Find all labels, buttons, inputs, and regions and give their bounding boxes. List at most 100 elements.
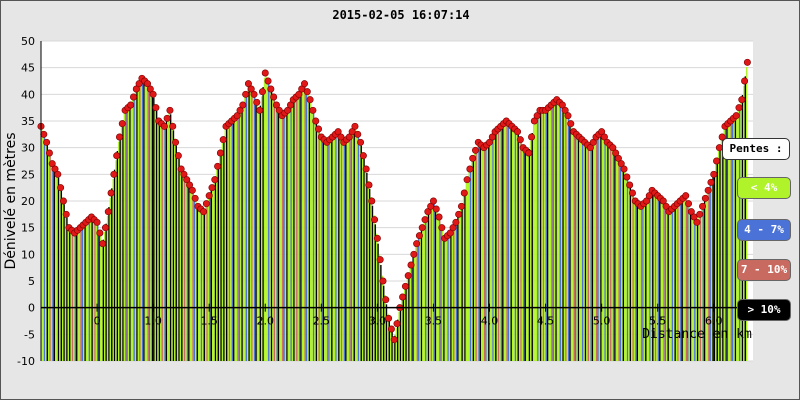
elevation-bar [147,85,149,361]
elevation-bar [502,124,504,361]
profile-marker [146,85,154,93]
elevation-bar [185,178,187,361]
profile-marker [385,314,393,322]
elevation-bar [371,205,374,361]
elevation-bar [322,139,325,361]
elevation-bar [150,90,152,361]
elevation-bar [647,197,650,361]
elevation-bar [482,147,484,361]
elevation-bar [176,152,179,361]
elevation-bar [636,203,639,361]
elevation-bar [95,221,98,361]
elevation-bar [46,145,49,361]
elevation-bar [346,139,348,361]
elevation-bar [423,221,426,361]
elevation-bar [723,129,725,361]
elevation-bar [489,141,491,361]
elevation-bar [539,110,542,361]
elevation-bar [88,219,91,361]
elevation-bar [670,209,672,361]
profile-marker [242,90,250,98]
profile-marker [205,192,213,200]
profile-marker [298,85,306,93]
elevation-bar [359,140,361,361]
elevation-bar [717,151,720,361]
elevation-bar [254,96,256,361]
elevation-bar [402,294,405,361]
elevation-bar [357,136,360,361]
elevation-bar [685,197,688,361]
profile-marker [368,197,376,205]
profile-marker [359,152,367,160]
elevation-bar [164,124,166,361]
profile-marker [334,128,342,136]
elevation-bar [240,109,242,361]
profile-marker [455,210,463,218]
elevation-bar [604,138,606,361]
elevation-bar [598,133,601,361]
y-tick-label: 25 [21,168,35,181]
elevation-bar [467,177,469,361]
elevation-bar [706,192,709,361]
elevation-bar [537,114,539,361]
profile-marker [127,101,135,109]
profile-marker [354,130,362,138]
x-tick-label: 3.5 [425,315,443,328]
elevation-bar [74,232,77,361]
elevation-bar [488,143,490,361]
elevation-bar [380,265,382,361]
elevation-bar [545,109,547,362]
elevation-bar [451,229,454,361]
elevation-bar [181,170,183,361]
profile-marker [264,77,272,85]
elevation-bar [385,304,388,361]
elevation-bar [55,170,57,361]
elevation-bar [134,91,137,361]
elevation-bar [691,213,693,361]
elevation-bar [56,173,58,361]
elevation-bar [674,205,676,361]
elevation-bar [59,184,61,361]
elevation-bar [377,243,379,361]
elevation-bar [48,150,50,361]
elevation-bar [148,87,151,362]
legend-item: 4 - 7% [737,219,791,241]
elevation-bar [116,151,119,361]
elevation-bar [130,103,133,361]
elevation-bar [607,143,609,361]
elevation-bar [219,156,221,361]
profile-marker [401,282,409,290]
profile-marker [567,120,575,128]
elevation-bar [387,313,389,361]
elevation-bar [441,230,444,361]
profile-marker [424,208,432,216]
elevation-bar [213,181,215,361]
elevation-bar [495,131,497,361]
profile-marker [214,162,222,170]
elevation-bar [605,141,608,361]
x-tick-label: 5.5 [649,315,667,328]
elevation-bar [370,197,372,361]
elevation-bar [586,144,588,361]
elevation-bar [199,208,201,361]
elevation-bar [591,143,594,361]
elevation-bar [108,207,110,361]
elevation-bar [127,107,130,361]
elevation-bar [91,217,93,361]
elevation-bar [532,125,535,361]
profile-marker [202,200,210,208]
elevation-bar [182,173,184,361]
elevation-bar [631,191,633,361]
elevation-bar [196,204,198,361]
profile-marker [645,192,653,200]
elevation-bar [638,204,640,361]
elevation-bar [262,87,264,361]
elevation-bar [297,95,299,361]
elevation-bar [675,204,678,361]
profile-marker [533,112,541,120]
profile-marker [115,133,123,141]
elevation-bar [50,161,53,361]
elevation-bar [589,147,591,361]
elevation-bar [375,233,378,361]
profile-marker [256,106,264,114]
